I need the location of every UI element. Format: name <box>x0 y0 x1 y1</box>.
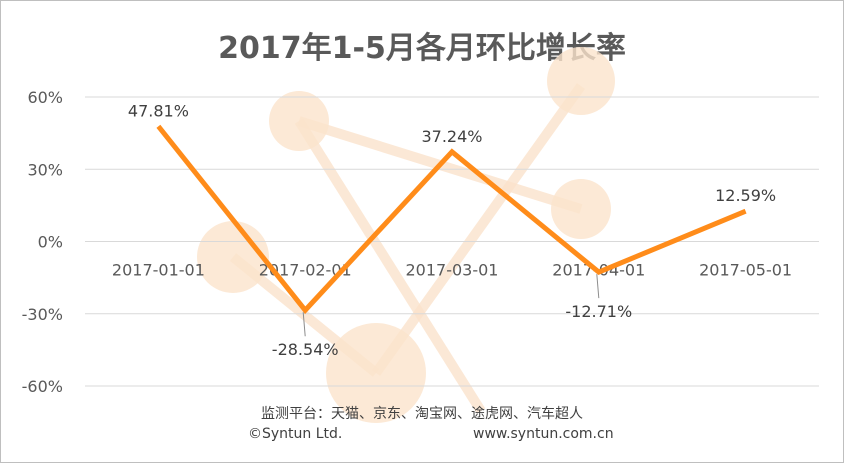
label-leader-line <box>302 312 306 337</box>
y-tick-label: 0% <box>38 233 63 252</box>
gridlines <box>85 96 819 387</box>
data-label: 47.81% <box>128 101 189 120</box>
watermark-circle-1 <box>547 47 615 115</box>
footer-website: www.syntun.com.cn <box>473 426 614 442</box>
y-tick-label: -30% <box>22 305 63 324</box>
x-category-label: 2017-03-01 <box>406 261 499 280</box>
data-label: -12.71% <box>565 302 632 321</box>
data-label: 37.24% <box>421 127 482 146</box>
footer-sources: 监测平台：天猫、京东、淘宝网、途虎网、汽车超人 <box>261 406 583 422</box>
x-axis: 2017-01-01 2017-02-01 2017-03-01 2017-04-01… <box>112 261 792 280</box>
y-tick-label: 60% <box>27 88 63 107</box>
label-leader-line <box>596 274 600 299</box>
series-line <box>156 124 747 315</box>
watermark-circle-2 <box>551 179 611 239</box>
watermark-circle-3 <box>197 221 269 293</box>
x-category-label: 2017-02-01 <box>259 261 352 280</box>
y-tick-label: 30% <box>27 160 63 179</box>
data-label: -28.54% <box>272 340 339 359</box>
y-tick-label: -60% <box>22 377 63 396</box>
footer-copyright: ©Syntun Ltd. <box>248 426 343 442</box>
watermark-circle-4 <box>326 323 426 423</box>
x-category-label: 2017-01-01 <box>112 261 205 280</box>
y-axis: 60% 30% 0% -30% -60% <box>22 88 63 396</box>
watermark-circle-0 <box>269 91 329 151</box>
data-label: 12.59% <box>715 186 776 205</box>
data-labels: 47.81% -28.54% 37.24% -12.71% 12.59% <box>128 101 776 359</box>
x-category-label: 2017-05-01 <box>699 261 792 280</box>
watermark-stroke-2 <box>371 83 586 376</box>
